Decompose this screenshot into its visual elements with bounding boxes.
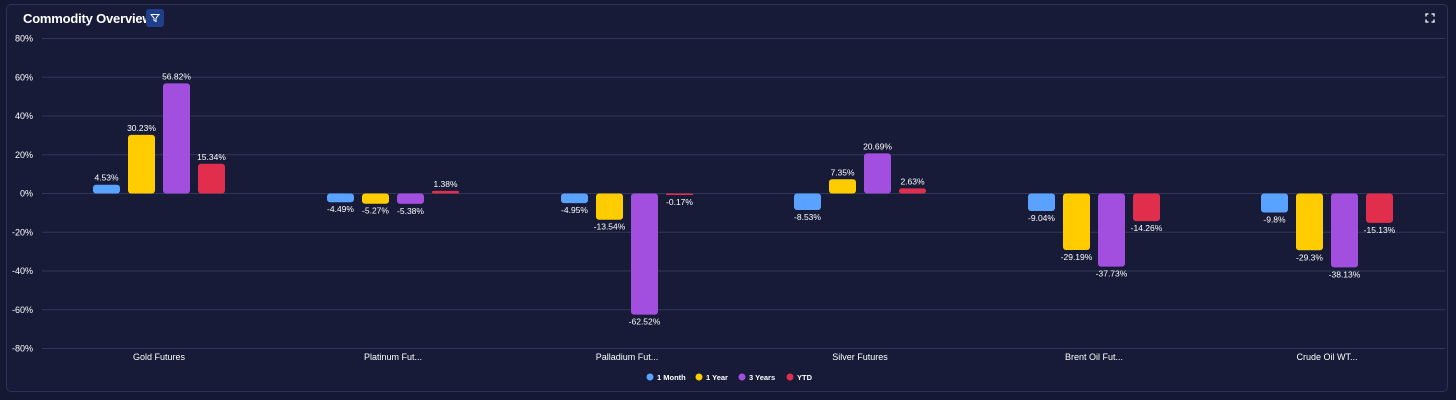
bar-3-years	[1331, 193, 1358, 268]
data-label: 20.69%	[863, 141, 892, 151]
legend-marker	[786, 373, 794, 381]
bar-1-year	[128, 134, 155, 194]
bar-3-years	[397, 193, 424, 204]
data-label: 7.35%	[830, 167, 855, 177]
y-tick-label: 20%	[15, 150, 33, 160]
commodity-overview-panel: Commodity Overview	[6, 4, 1448, 392]
bar-ytd	[1366, 193, 1393, 223]
expand-icon	[1425, 13, 1435, 23]
data-label: 2.63%	[900, 176, 925, 186]
widget-title: Commodity Overview	[23, 11, 153, 26]
data-label: -37.73%	[1096, 269, 1128, 279]
data-label: -5.38%	[397, 206, 424, 216]
data-label: -15.13%	[1364, 225, 1396, 235]
bar-ytd	[899, 188, 926, 194]
data-label: 1.38%	[433, 179, 458, 189]
legend-marker	[695, 373, 703, 381]
x-tick-label: Palladium Fut...	[596, 352, 659, 362]
y-tick-label: -40%	[12, 266, 33, 276]
data-label: -14.26%	[1131, 223, 1163, 233]
bar-1-year	[1063, 193, 1090, 251]
y-tick-label: 80%	[15, 34, 33, 44]
legend-marker	[738, 373, 746, 381]
bar-1-month	[327, 193, 354, 203]
legend-label: 1 Year	[706, 373, 728, 382]
data-label: -62.52%	[629, 317, 661, 327]
x-tick-label: Crude Oil WT...	[1296, 352, 1357, 362]
x-tick-label: Platinum Fut...	[364, 352, 422, 362]
data-label: -9.8%	[1263, 214, 1286, 224]
x-tick-label: Brent Oil Fut...	[1065, 352, 1123, 362]
y-tick-label: 60%	[15, 72, 33, 82]
bar-1-month	[1028, 193, 1055, 212]
bar-ytd	[1133, 193, 1160, 222]
data-label: 15.34%	[197, 152, 226, 162]
x-tick-label: Silver Futures	[832, 352, 888, 362]
data-label: 30.23%	[127, 123, 156, 133]
expand-button[interactable]	[1423, 11, 1437, 25]
bar-1-year	[829, 179, 856, 194]
data-label: -13.54%	[594, 222, 626, 232]
bar-1-year	[362, 193, 389, 204]
bar-3-years	[864, 153, 891, 194]
bar-3-years	[631, 193, 658, 315]
data-label: 56.82%	[162, 71, 191, 81]
y-tick-label: -60%	[12, 305, 33, 315]
data-label: -5.27%	[362, 206, 389, 216]
data-label: -38.13%	[1329, 269, 1361, 279]
filter-button[interactable]	[146, 9, 164, 27]
data-label: -9.04%	[1028, 213, 1055, 223]
y-tick-label: -80%	[12, 344, 33, 354]
legend-marker	[646, 373, 654, 381]
bar-1-month	[794, 193, 821, 211]
y-tick-label: -20%	[12, 227, 33, 237]
legend-label: YTD	[797, 373, 813, 382]
bar-3-years	[1098, 193, 1125, 267]
legend-label: 1 Month	[657, 373, 686, 382]
data-label: 4.53%	[94, 173, 119, 183]
legend-label: 3 Years	[749, 373, 775, 382]
bar-3-years	[163, 83, 190, 194]
data-label: -4.49%	[327, 204, 354, 214]
y-tick-label: 0%	[20, 189, 33, 199]
data-label: -29.3%	[1296, 252, 1323, 262]
bar-1-year	[596, 193, 623, 220]
bar-ytd	[198, 163, 225, 194]
data-label: -4.95%	[561, 205, 588, 215]
bar-1-month	[561, 193, 588, 204]
data-label: -29.19%	[1061, 252, 1093, 262]
filter-icon	[150, 14, 160, 23]
x-tick-label: Gold Futures	[133, 352, 186, 362]
bar-1-month	[1261, 193, 1288, 213]
y-tick-label: 40%	[15, 111, 33, 121]
bar-1-month	[93, 184, 120, 194]
data-label: -8.53%	[794, 212, 821, 222]
data-label: -0.17%	[666, 197, 693, 207]
bar-1-year	[1296, 193, 1323, 251]
bar-ytd	[666, 193, 693, 195]
bar-ytd	[432, 190, 459, 194]
